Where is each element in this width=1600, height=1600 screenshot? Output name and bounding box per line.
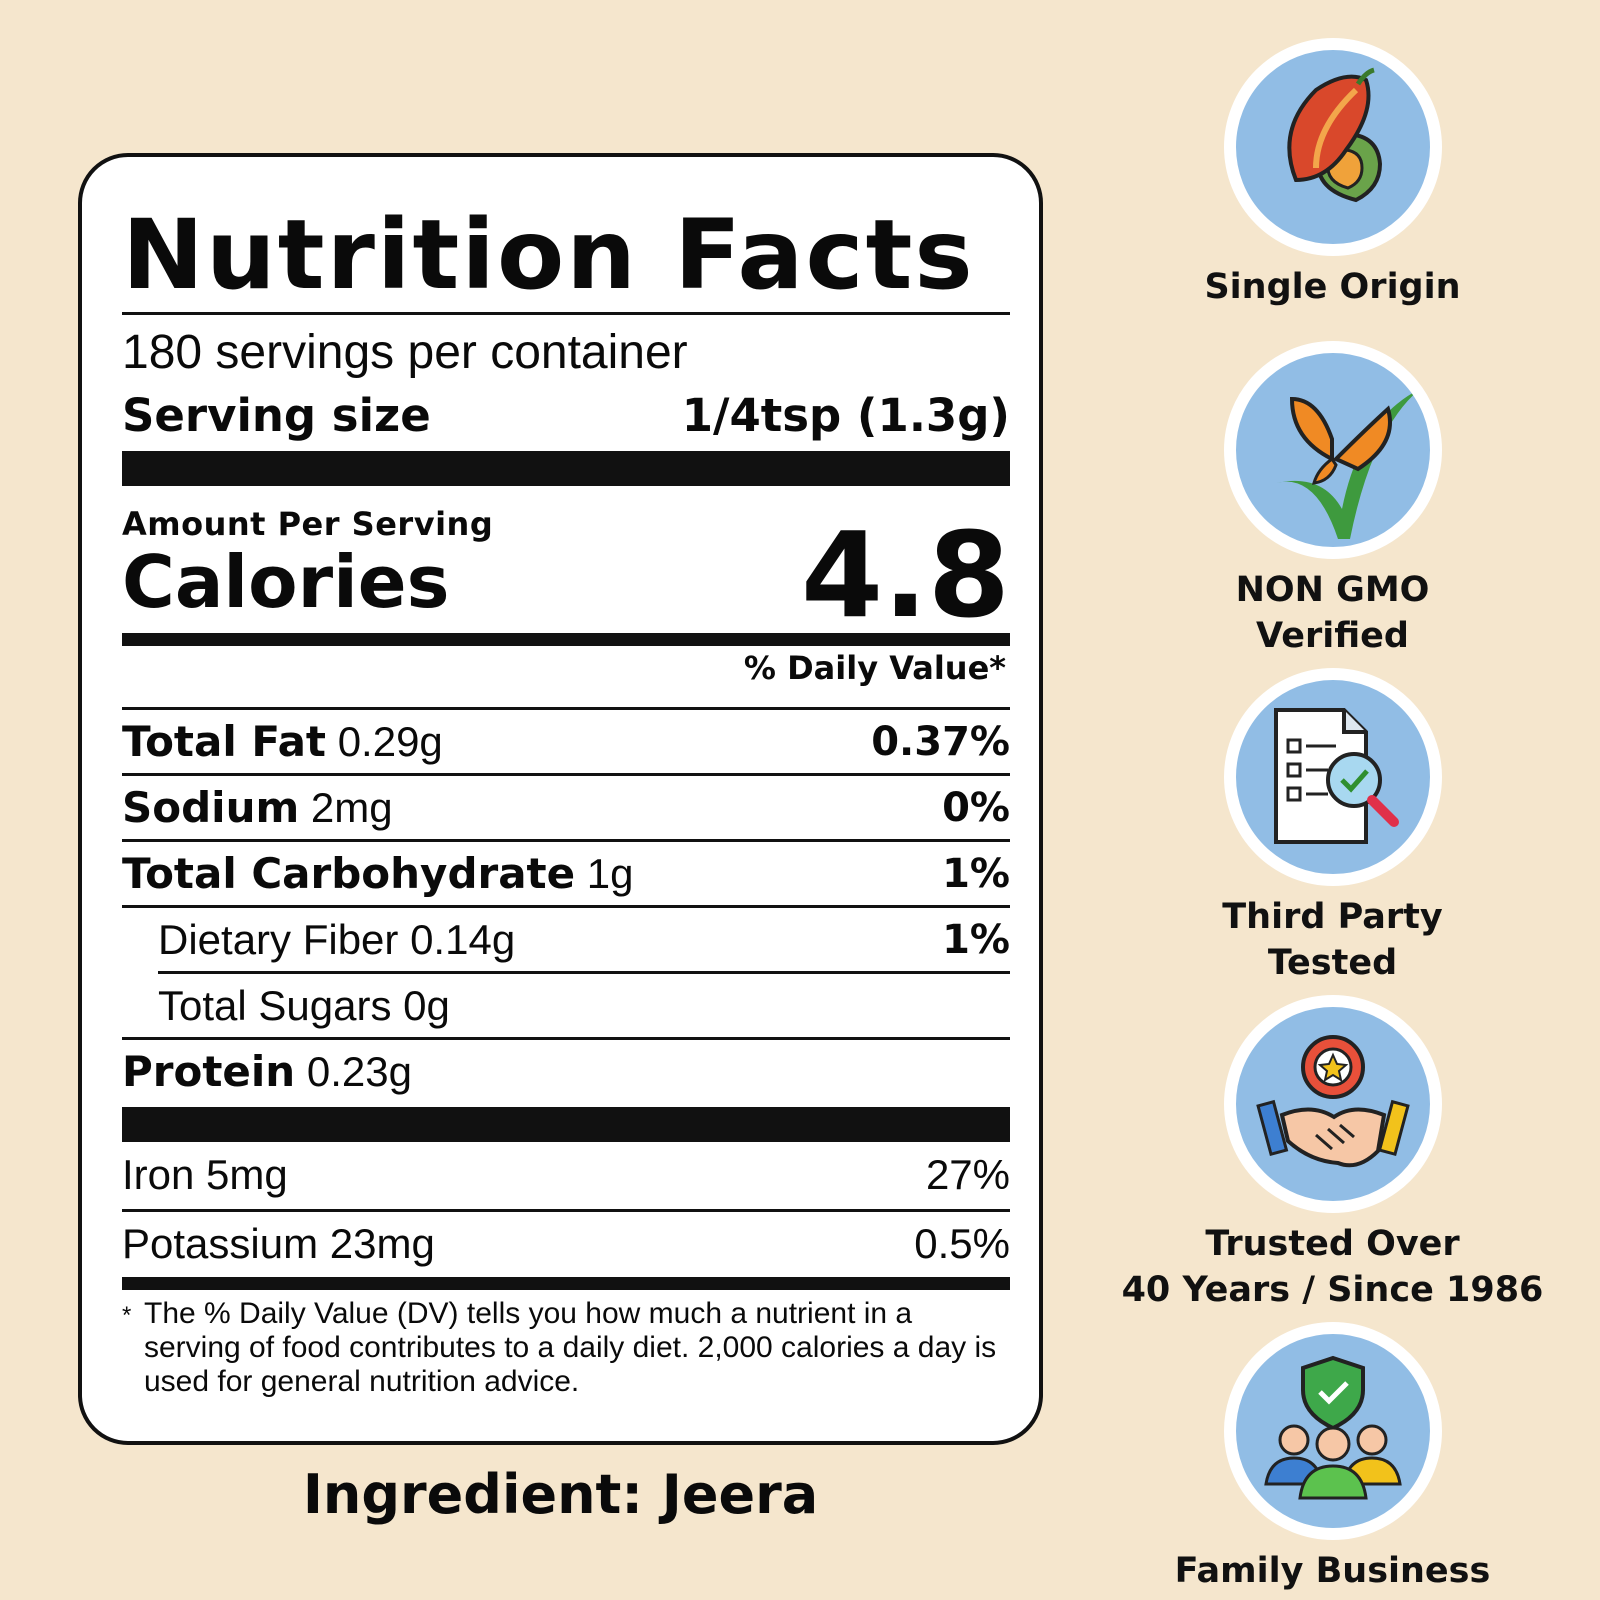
nutrient-pct: 0.5%	[914, 1219, 1010, 1267]
nutrient-name: Dietary Fiber	[158, 915, 399, 963]
footnote-asterisk: *	[122, 1302, 132, 1329]
nutrient-pct: 1%	[942, 850, 1010, 897]
badge-non-gmo: NON GMO Verified	[1110, 341, 1555, 659]
nutrient-amount: 2mg	[310, 784, 393, 831]
divider	[122, 707, 1010, 710]
nutrient-row-iron: Iron 5mg 27%	[122, 1143, 1010, 1206]
divider	[122, 312, 1010, 315]
nutrient-amount: 0.14g	[410, 915, 516, 963]
badge-caption-line1: Third Party	[1222, 897, 1443, 937]
badge-third-party-tested: Third Party Tested	[1110, 668, 1555, 986]
divider-medium	[122, 633, 1010, 646]
badge-caption-line1: Family Business	[1174, 1551, 1491, 1591]
nutrient-name: Total Fat	[122, 717, 327, 766]
nutrient-pct: 27%	[925, 1150, 1010, 1198]
calories-label: Calories	[122, 540, 450, 624]
family-shield-icon	[1263, 1355, 1402, 1500]
nutrient-amount: 0.23g	[306, 1048, 412, 1095]
nutrient-amount: 23mg	[329, 1219, 435, 1267]
divider	[122, 905, 1010, 908]
divider	[122, 773, 1010, 776]
serving-size-label: Serving size	[122, 388, 431, 442]
serving-size-value: 1/4tsp (1.3g)	[681, 388, 1010, 442]
nutrient-row-total-fat: Total Fat 0.29g 0.37%	[122, 710, 1010, 773]
nutrient-name: Iron	[122, 1150, 195, 1198]
nutrient-name: Sodium	[122, 783, 300, 832]
badge-caption-line1: Trusted Over	[1205, 1224, 1460, 1264]
nutrient-pct: 0.37%	[871, 718, 1010, 765]
nutrient-name: Protein	[122, 1047, 296, 1096]
amount-per-serving: Amount Per Serving	[122, 505, 494, 543]
badge-caption-line2: 40 Years / Since 1986	[1121, 1270, 1544, 1310]
nutrient-name: Total Sugars	[158, 981, 392, 1029]
badge-family-business: Family Business	[1110, 1322, 1555, 1594]
ingredient-text: Ingredient: Jeera	[302, 1463, 819, 1526]
nutrient-row-potassium: Potassium 23mg 0.5%	[122, 1212, 1010, 1275]
butterfly-check-icon	[1275, 389, 1420, 539]
label-title: Nutrition Facts	[122, 199, 975, 311]
nutrient-row-total-sugars: Total Sugars 0g	[122, 974, 1010, 1037]
badge-caption-line2: Tested	[1267, 943, 1398, 983]
daily-value-header: % Daily Value*	[743, 649, 1006, 687]
nutrient-amount: 5mg	[206, 1150, 288, 1198]
divider	[122, 1037, 1010, 1040]
divider-thick	[122, 451, 1010, 486]
badge-single-origin: Single Origin	[1110, 38, 1555, 310]
badge-trusted-since: Trusted Over 40 Years / Since 1986	[1110, 995, 1555, 1313]
divider-thick	[122, 1107, 1010, 1142]
divider	[122, 1209, 1010, 1212]
nutrient-amount: 1g	[586, 850, 634, 897]
nutrition-facts-label: Nutrition Facts 180 servings per contain…	[78, 153, 1043, 1445]
calories-value: 4.8	[800, 506, 1010, 644]
nutrient-row-sodium: Sodium 2mg 0%	[122, 776, 1010, 839]
cocoa-pod-icon	[1286, 67, 1382, 203]
nutrient-amount: 0.29g	[337, 718, 443, 765]
nutrient-row-total-carbohydrate: Total Carbohydrate 1g 1%	[122, 842, 1010, 905]
handshake-award-icon	[1255, 1035, 1410, 1168]
nutrient-pct: 0%	[942, 784, 1010, 831]
nutrient-name: Total Carbohydrate	[122, 849, 576, 898]
nutrient-row-dietary-fiber: Dietary Fiber 0.14g 1%	[122, 908, 1010, 971]
servings-per-container: 180 servings per container	[122, 326, 688, 379]
badge-caption-line2: Verified	[1256, 616, 1409, 656]
nutrient-pct: 1%	[942, 916, 1010, 963]
nutrient-amount: 0g	[403, 981, 450, 1029]
daily-value-footnote: * The % Daily Value (DV) tells you how m…	[122, 1297, 1010, 1399]
checklist-magnifier-icon	[1273, 708, 1399, 844]
divider-medium	[122, 1277, 1010, 1290]
badge-caption-line1: NON GMO	[1235, 570, 1430, 610]
badge-caption-line1: Single Origin	[1204, 267, 1461, 307]
nutrient-row-protein: Protein 0.23g	[122, 1040, 1010, 1103]
serving-size-row: Serving size 1/4tsp (1.3g)	[122, 387, 1010, 443]
divider	[158, 971, 1010, 974]
nutrient-name: Potassium	[122, 1219, 319, 1267]
footnote-text: The % Daily Value (DV) tells you how muc…	[144, 1297, 997, 1398]
divider	[122, 839, 1010, 842]
